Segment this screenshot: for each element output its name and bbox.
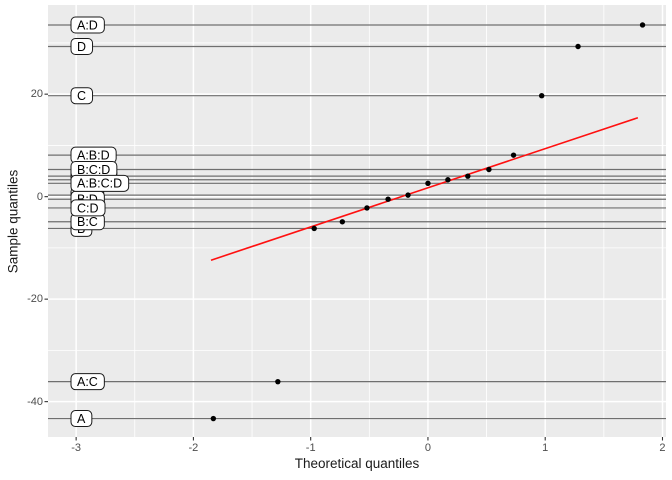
x-tick-label: -3 [71,442,82,454]
effect-label-text-ABD: A:B:D [77,149,110,163]
data-point [538,93,545,99]
effect-label-box-D [70,38,94,56]
data-point [405,192,411,198]
effect-label-text-ABCD: A:B:C:D [77,177,122,191]
plot-panel [48,5,666,437]
x-tick-label: 2 [659,442,666,454]
effect-label-text-BCD: B:C:D [77,163,110,177]
y-tick-label: -40 [27,395,43,408]
data-point [364,205,370,211]
effect-label-text-A: A [77,412,86,426]
y-tick-label: 20 [30,88,43,101]
data-point [311,225,317,232]
effect-label-text-D: D [77,40,86,54]
effect-label-box-CD [70,199,106,217]
data-point [210,415,217,422]
x-axis-title: Theoretical quantiles [294,456,420,471]
data-point [339,219,346,225]
effect-label-text-BC: B:C [77,215,98,229]
effect-label-box-C [70,87,94,105]
effect-label-box-A [70,410,93,428]
effect-label-box-AD [70,16,105,34]
y-tick-label: -20 [27,293,43,306]
data-point [486,166,492,173]
effect-label-box-ABCD [70,174,130,192]
data-point [639,22,646,28]
data-point [510,152,517,158]
effect-label-text-AD: A:D [77,18,98,32]
effect-label-text-CD: C:D [77,201,99,215]
x-tick-label: 0 [424,442,431,454]
effect-label-text-AC: A:C [77,375,98,389]
y-tick-label: 0 [36,190,43,203]
x-tick-label: 1 [542,442,549,454]
data-point [275,378,281,385]
data-point [575,43,581,50]
data-point [385,196,391,202]
data-point [465,173,471,179]
effect-label-text-C: C [77,89,86,103]
data-point [445,177,451,183]
fit-line [210,116,639,261]
data-point [425,180,431,187]
effect-label-box-AC [70,373,105,391]
x-tick-label: -2 [188,442,199,454]
x-tick-label: -1 [305,442,316,454]
